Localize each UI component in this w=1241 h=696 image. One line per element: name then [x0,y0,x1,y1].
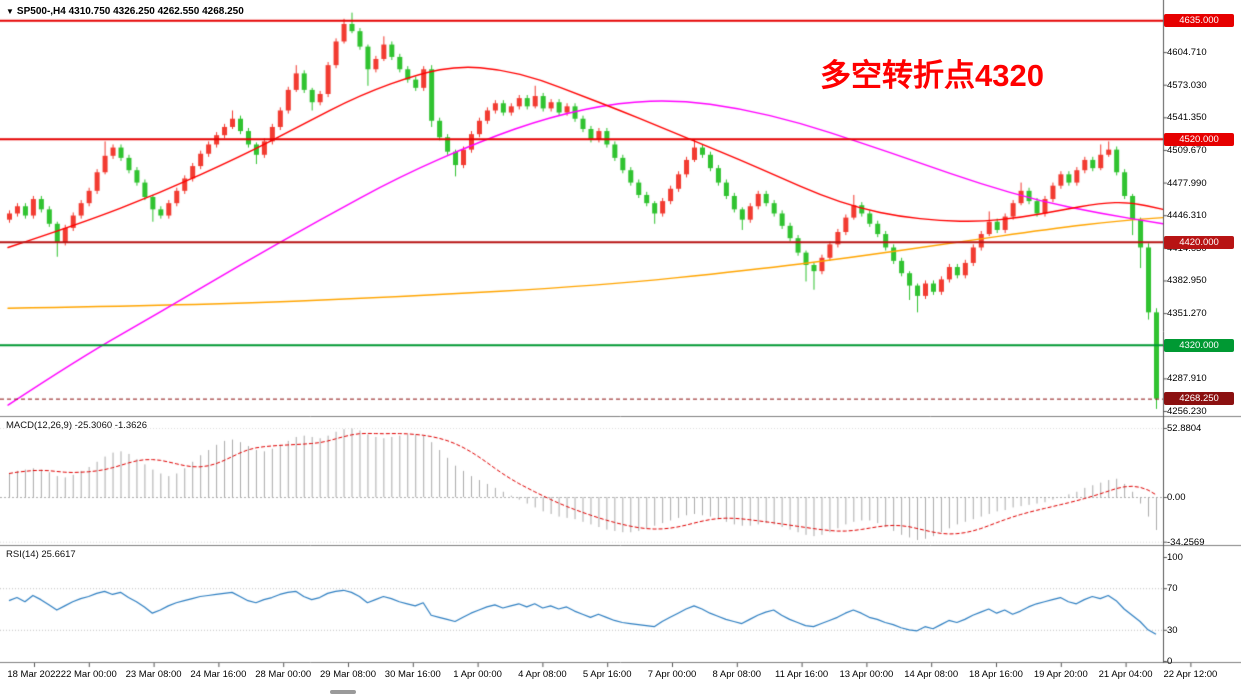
macd-indicator-label: MACD(12,26,9) -25.3060 -1.3626 [6,420,147,431]
scrollbar-thumb[interactable] [330,690,356,694]
symbol-ohlc-text: SP500-,H4 4310.750 4326.250 4262.550 426… [16,6,244,17]
time-axis-label: 18 Mar 2022 [7,669,61,680]
macd-axis-label: 0.00 [1167,492,1186,503]
time-axis-label: 8 Apr 08:00 [712,669,762,680]
time-axis-label: 28 Mar 00:00 [255,669,312,680]
macd-axis-label: 52.8804 [1167,422,1202,434]
price-badge-4520.000: 4520.000 [1164,132,1234,146]
time-axis-label: 1 Apr 00:00 [453,669,502,680]
macd-axis-label: -34.2569 [1167,536,1205,548]
price-badge-4320.000: 4320.000 [1164,338,1234,352]
rsi-axis-label: 30 [1167,624,1178,636]
rsi-indicator-label: RSI(14) 25.6617 [6,549,76,560]
price-axis-label: 4351.270 [1167,308,1207,320]
price-axis-label: 4604.710 [1167,47,1207,59]
time-axis-label: 22 Mar 00:00 [60,669,117,680]
time-axis-label: 5 Apr 16:00 [582,669,632,680]
price-axis-label: 4287.910 [1167,373,1207,385]
price-axis-label: 4573.030 [1167,79,1207,91]
time-axis-label: 23 Mar 08:00 [125,669,182,680]
chart-annotation-text[interactable]: 多空转折点4320 [820,58,1044,93]
price-badge-4635.000: 4635.000 [1164,14,1234,28]
time-axis-label: 13 Apr 00:00 [839,669,894,680]
rsi-axis-label: 0 [1167,656,1173,667]
price-badge-4420.000: 4420.000 [1164,235,1234,249]
time-axis-label: 7 Apr 00:00 [647,669,697,680]
price-badge-4268.250: 4268.250 [1164,392,1234,406]
price-axis-label: 4256.230 [1167,406,1207,417]
price-axis-label: 4477.990 [1167,177,1207,189]
price-axis-label: 4382.950 [1167,275,1207,287]
rsi-axis-label: 70 [1167,583,1178,595]
time-axis-label: 4 Apr 08:00 [518,669,567,680]
time-axis-label: 22 Apr 12:00 [1163,669,1218,680]
price-axis-label: 4446.310 [1167,210,1207,222]
time-axis-label: 24 Mar 16:00 [190,669,247,680]
time-axis-label: 14 Apr 08:00 [904,669,959,680]
time-axis-label: 11 Apr 16:00 [775,669,829,680]
time-axis-label: 21 Apr 04:00 [1098,669,1153,680]
time-axis-label: 30 Mar 16:00 [384,669,441,680]
time-axis-label: 29 Mar 08:00 [320,669,376,680]
price-axis-label: 4541.350 [1167,112,1207,124]
time-axis-label: 18 Apr 16:00 [969,669,1023,680]
price-axis-label: 4509.670 [1167,144,1207,156]
collapse-arrow-icon[interactable]: ▼ [6,7,14,16]
rsi-axis-label: 100 [1167,552,1183,563]
time-axis-label: 19 Apr 20:00 [1033,669,1088,680]
symbol-ohlc-bar: ▼ SP500-,H4 4310.750 4326.250 4262.550 42… [6,6,244,17]
